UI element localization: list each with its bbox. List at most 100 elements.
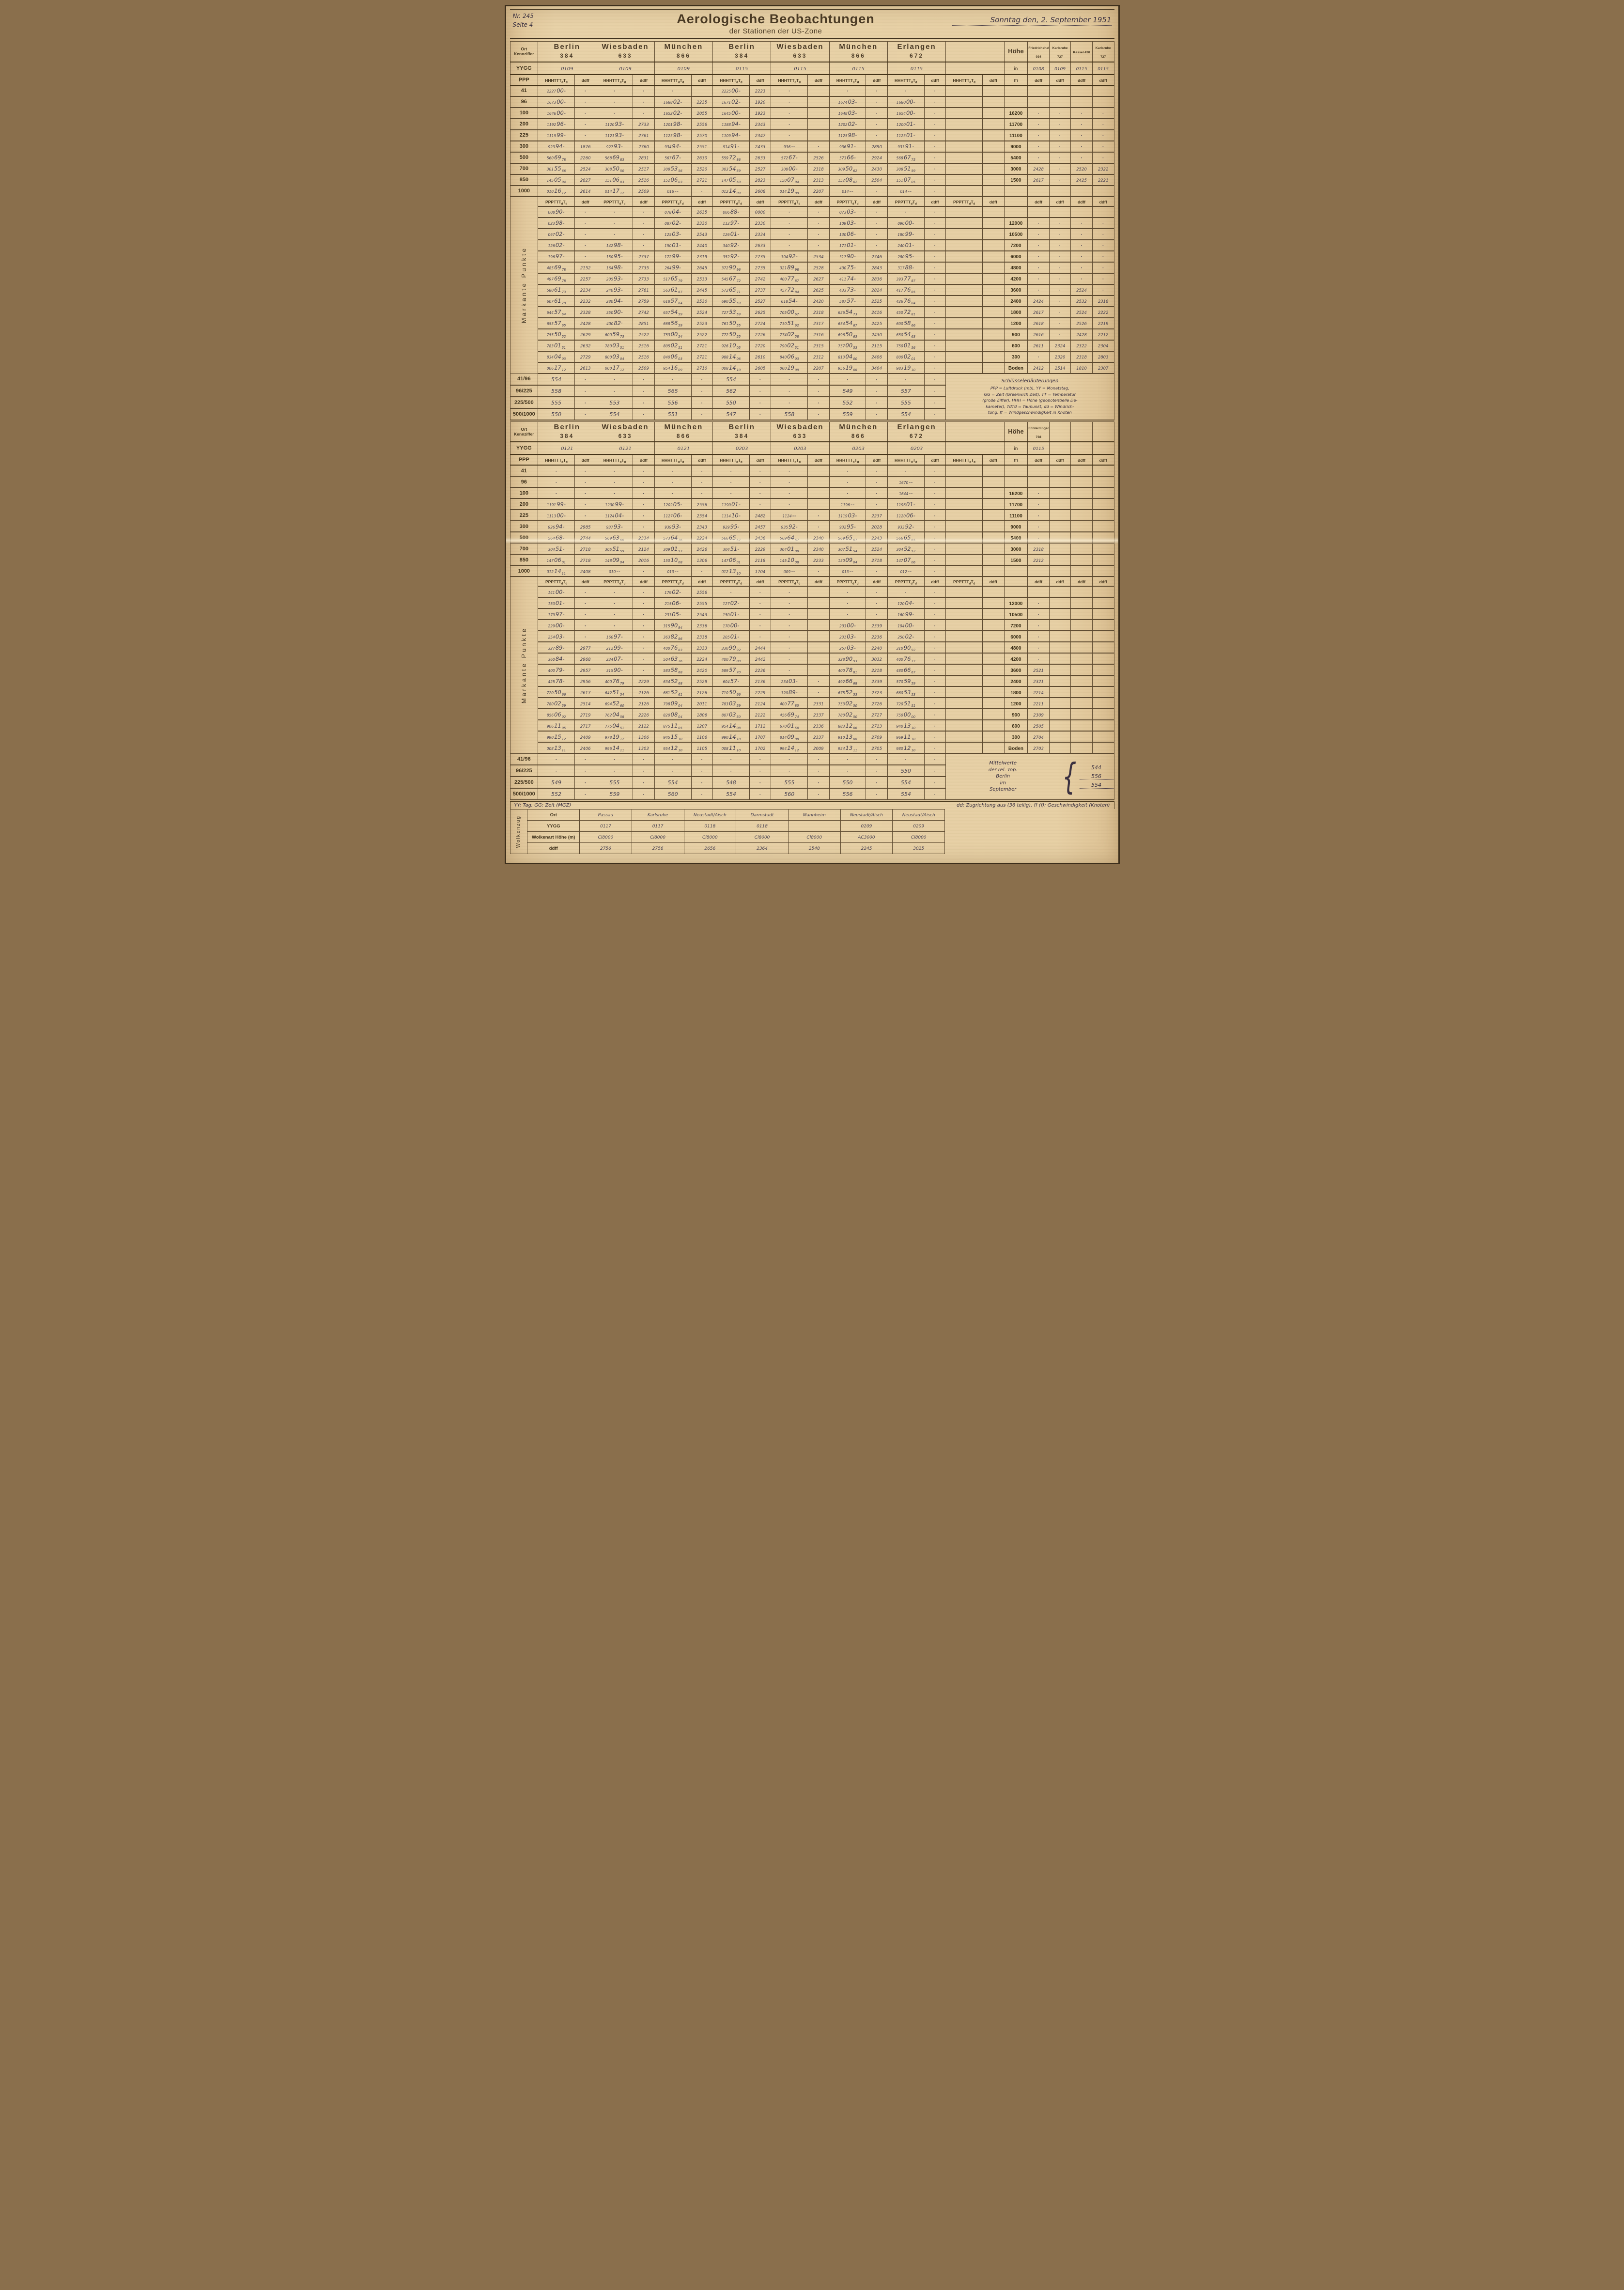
h-value: 15001-	[538, 597, 575, 609]
extra-ddff-value: ·	[1027, 653, 1050, 665]
ddff-value: 2509	[633, 362, 655, 374]
extra-ddff-value	[1092, 554, 1114, 566]
extra-ddff-value	[1049, 608, 1071, 620]
ddff-value: 1306	[691, 554, 713, 566]
ddff-value: ·	[807, 140, 830, 153]
h-value: ·	[596, 476, 634, 488]
h-value: 1470601	[712, 554, 750, 566]
ratio-value: ·	[574, 776, 597, 789]
h-value: 35090-	[596, 306, 634, 318]
pressure-row-300: 300 92394- 1876 92793- 2760 93494- 2551 91491- 2…	[510, 140, 1114, 153]
extra-ddff-value	[1070, 686, 1093, 698]
ddff-value	[982, 362, 1005, 374]
h-value: 06702-	[538, 228, 575, 240]
h-value: 14298-	[596, 239, 634, 251]
ratio-value: ·	[924, 385, 946, 397]
substation-header: Karlsruhe 727	[1092, 41, 1114, 62]
ddff-col-header: ddff	[807, 576, 830, 587]
ratio-value: 554	[887, 788, 925, 800]
ratio-value: 556	[654, 396, 692, 409]
ratio-value: ·	[574, 753, 597, 765]
h-value: 23103-	[829, 630, 866, 642]
h-value: 12601-	[712, 228, 750, 240]
ddff-value: ·	[574, 96, 597, 108]
h-value: 168802-	[654, 96, 692, 108]
h-value: 5636167	[654, 284, 692, 296]
h-value: 7980904	[654, 697, 692, 709]
extra-ddff-value: 2618	[1027, 317, 1050, 329]
ddff-value	[982, 498, 1005, 510]
hoehe-value	[1004, 96, 1028, 108]
h-value: 15095-	[596, 250, 634, 263]
ddff-col-header: ddff	[1092, 454, 1114, 466]
wolkenzug-value: Ci8000	[579, 831, 632, 843]
ddff-col-header: ddff	[1092, 74, 1114, 86]
ddff-col-header: ddff	[1049, 576, 1071, 587]
ddff-value: ·	[866, 476, 888, 488]
ddff-value: 2735	[749, 250, 772, 263]
extra-ddff-value	[1092, 520, 1114, 532]
h-value: 120001-	[887, 118, 925, 130]
ddff-value	[807, 118, 830, 130]
extra-ddff-value: 2212	[1027, 554, 1050, 566]
ratio-label: 225/500	[510, 396, 539, 409]
markante-row-1: 14100- · · · 17902- 2556 · · · · · · ·	[510, 586, 1114, 598]
ddff-col-header: ddff	[1027, 196, 1050, 207]
ddff-value: ·	[924, 228, 946, 240]
extra-ddff-value	[1070, 498, 1093, 510]
h-value: 93494-	[654, 140, 692, 153]
ddff-col-header: ddff	[924, 454, 946, 466]
extra-ddff-value: 2505	[1027, 719, 1050, 732]
h-value	[945, 586, 983, 598]
ddff-value: 2316	[807, 328, 830, 341]
h-value: 34092-	[712, 239, 750, 251]
ratio-value: ·	[887, 373, 925, 386]
ddff-value: 2718	[574, 543, 597, 555]
pressure-level-label: 850	[510, 554, 539, 566]
h-value: 4007677	[887, 653, 925, 665]
schluessel-legend: Schlüsselerläuterungen PPP = Luftdruck (m…	[945, 373, 1114, 421]
h-value: ·	[771, 630, 808, 642]
h-value: 12503-	[654, 228, 692, 240]
extra-ddff-value	[1070, 586, 1093, 598]
ddff-col-header: ddff	[574, 196, 597, 207]
ratio-value: 556	[829, 788, 866, 800]
ddff-col-header: ddff	[1070, 196, 1093, 207]
ddff-value	[982, 317, 1005, 329]
ddff-value: 2126	[633, 697, 655, 709]
station-header: München 866	[829, 421, 888, 442]
ddff-value: 2223	[749, 85, 772, 97]
ddff-col-header: ddff	[1027, 74, 1050, 86]
h-value: 3085159	[887, 163, 925, 175]
h-value: 23407-	[596, 653, 634, 665]
h-value	[945, 465, 983, 477]
ddff-value: 2218	[866, 664, 888, 676]
ddff-value: ·	[574, 85, 597, 97]
h-value: 13006-	[829, 228, 866, 240]
ddff-value: ·	[749, 487, 772, 499]
ddff-value: 2237	[866, 509, 888, 521]
h-value	[945, 498, 983, 510]
h-value: 6545467	[829, 317, 866, 329]
extra-ddff-value: 2428	[1027, 163, 1050, 175]
extra-ddff-value: 2320	[1049, 351, 1071, 363]
mark-col-header: PPPTTTdTd	[538, 196, 575, 207]
ddff-value: 2323	[866, 686, 888, 698]
h-value: ·	[596, 107, 634, 119]
h-value: 8751105	[654, 719, 692, 732]
ddff-value: 3032	[866, 653, 888, 665]
extra-ddff-value: ·	[1027, 152, 1050, 164]
ddff-value: ·	[924, 118, 946, 130]
ddff-value: 2525	[866, 295, 888, 307]
ddff-value: ·	[574, 476, 597, 488]
ddff-value: ·	[691, 487, 713, 499]
h-value: 40082·	[596, 317, 634, 329]
extra-ddff-value	[1049, 708, 1071, 720]
h-value: 3109092	[887, 641, 925, 654]
h-value: 7800250	[829, 708, 866, 720]
ddff-value	[982, 653, 1005, 665]
ddff-value	[807, 653, 830, 665]
ddff-col-header: ddff	[633, 454, 655, 466]
ratio-value: ·	[691, 788, 713, 800]
h-value: 9541210	[654, 742, 692, 754]
